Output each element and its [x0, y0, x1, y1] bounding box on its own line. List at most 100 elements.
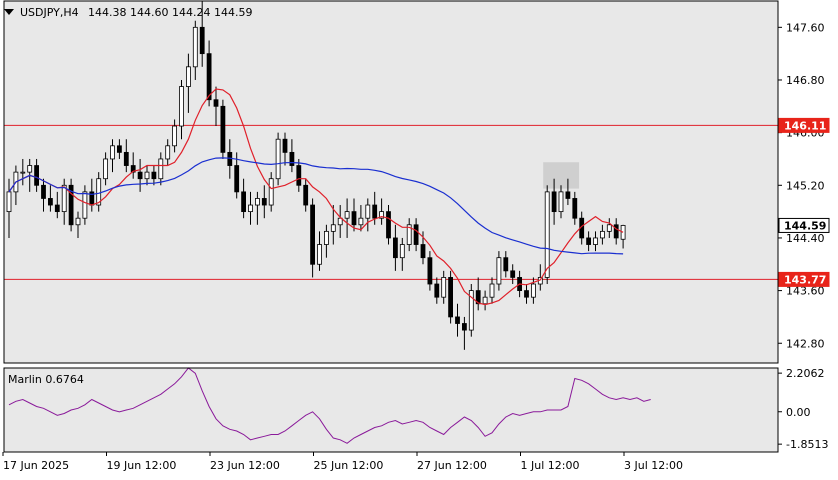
candle-body [172, 125, 178, 147]
oscillator-header: Marlin 0.6764 [8, 373, 84, 386]
candle[interactable] [96, 172, 102, 212]
candle[interactable] [179, 79, 184, 140]
candle[interactable] [68, 178, 74, 232]
candle[interactable] [620, 224, 626, 249]
candle[interactable] [296, 158, 302, 192]
price-tick-label: 142.80 [786, 337, 825, 350]
candle[interactable] [406, 218, 412, 252]
candle[interactable] [613, 218, 619, 245]
candle[interactable] [489, 277, 495, 304]
candle[interactable] [268, 172, 274, 212]
candle[interactable] [386, 205, 391, 245]
collapse-triangle-icon[interactable] [4, 9, 14, 15]
candle[interactable] [337, 205, 343, 238]
candle[interactable] [330, 205, 336, 245]
candles[interactable] [6, 1, 626, 350]
candle[interactable] [261, 185, 267, 219]
candle-body [185, 66, 191, 87]
candle[interactable] [475, 277, 481, 311]
candle-body [34, 165, 39, 186]
candle[interactable] [399, 237, 405, 271]
candle[interactable] [151, 165, 157, 186]
candle[interactable] [482, 290, 488, 311]
candle[interactable] [427, 251, 433, 291]
candle[interactable] [241, 178, 247, 219]
candle[interactable] [117, 139, 122, 159]
candle[interactable] [75, 211, 81, 238]
candle[interactable] [20, 158, 26, 186]
candle[interactable] [54, 191, 60, 219]
oscillator-axis[interactable]: 2.2062 0.00 -1.8513 [778, 367, 828, 451]
candle[interactable] [199, 1, 205, 67]
candle[interactable] [123, 139, 129, 173]
candle[interactable] [351, 198, 357, 232]
candle[interactable] [144, 165, 150, 186]
candle[interactable] [496, 251, 502, 291]
candle[interactable] [468, 284, 474, 337]
candle[interactable] [572, 191, 578, 225]
candle-body [441, 277, 447, 298]
candle[interactable] [317, 231, 322, 271]
candle[interactable] [254, 191, 260, 225]
candle[interactable] [586, 231, 591, 252]
candle-body [165, 145, 171, 160]
candle[interactable] [358, 205, 364, 232]
candle[interactable] [600, 224, 605, 245]
candle[interactable] [344, 198, 350, 238]
time-axis[interactable]: 17 Jun 2025 19 Jun 12:00 23 Jun 12:00 25 Ju… [2, 452, 683, 472]
candle[interactable] [234, 152, 240, 199]
candle[interactable] [137, 158, 143, 192]
candle[interactable] [503, 251, 509, 278]
candle[interactable] [130, 152, 136, 179]
candle-body [606, 224, 612, 232]
candle[interactable] [544, 185, 550, 285]
candle[interactable] [323, 224, 329, 258]
candle[interactable] [248, 191, 253, 225]
candle[interactable] [82, 185, 88, 225]
candle-body [379, 211, 385, 219]
level-price-label-0-box [778, 117, 830, 133]
candle[interactable] [392, 224, 398, 271]
candle[interactable] [413, 218, 419, 252]
candle[interactable] [289, 139, 295, 173]
candle[interactable] [455, 303, 460, 337]
candle[interactable] [379, 198, 385, 225]
candle-body [392, 237, 398, 259]
candle[interactable] [461, 316, 467, 350]
candle[interactable] [192, 20, 198, 80]
candle[interactable] [110, 139, 115, 173]
price-axis[interactable]: 147.60146.80146.00145.20144.40143.60142.… [778, 21, 825, 350]
candle[interactable] [41, 178, 46, 212]
candle[interactable] [103, 152, 108, 186]
candle[interactable] [365, 198, 371, 232]
candle[interactable] [593, 231, 598, 252]
candle[interactable] [510, 264, 516, 285]
candle[interactable] [551, 178, 557, 225]
candle-body [323, 230, 329, 245]
candle[interactable] [158, 152, 164, 186]
candle[interactable] [524, 284, 529, 304]
candle-body [158, 158, 164, 180]
candle[interactable] [303, 178, 309, 212]
candle[interactable] [441, 270, 447, 304]
candle[interactable] [275, 132, 281, 186]
candle[interactable] [34, 158, 39, 192]
candle[interactable] [282, 132, 288, 166]
price-tick-label: 147.60 [786, 21, 825, 34]
candle-body [54, 204, 60, 213]
candle[interactable] [606, 218, 612, 238]
candle[interactable] [565, 178, 571, 206]
candle[interactable] [48, 185, 53, 212]
candle[interactable] [558, 185, 564, 219]
candle[interactable] [448, 270, 454, 324]
candle[interactable] [185, 53, 191, 113]
candle[interactable] [220, 99, 226, 159]
candle[interactable] [165, 139, 171, 166]
candle-body [96, 178, 102, 206]
candle[interactable] [213, 86, 219, 127]
candle[interactable] [434, 277, 440, 304]
candle[interactable] [310, 198, 316, 278]
candle[interactable] [172, 119, 178, 153]
